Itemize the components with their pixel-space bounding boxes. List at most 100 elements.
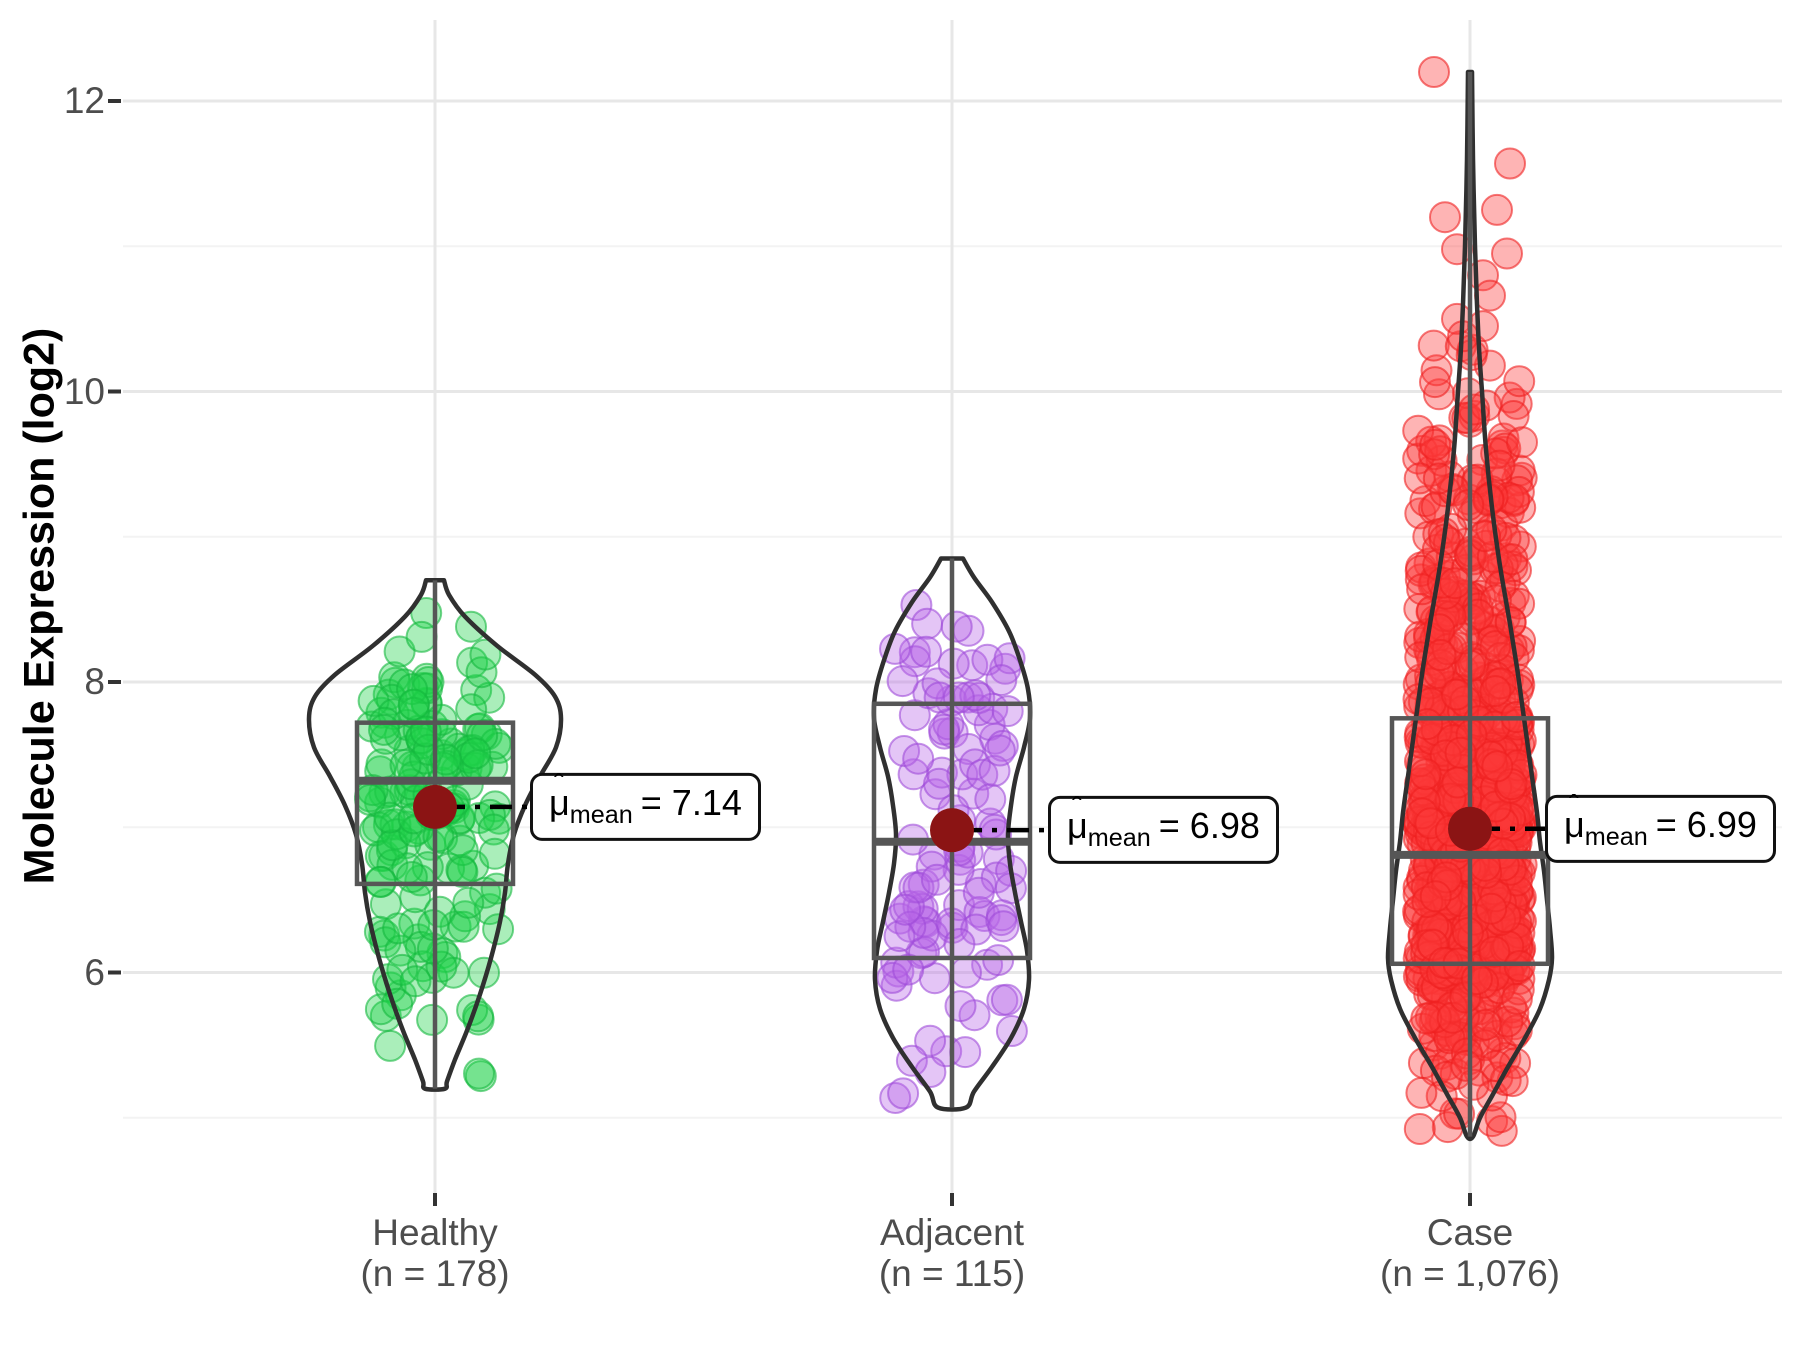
- jitter-point: [429, 743, 462, 776]
- jitter-point: [1418, 438, 1451, 471]
- box-adjacent: [871, 701, 1033, 961]
- box-healthy: [354, 720, 516, 887]
- jitter-point: [990, 983, 1023, 1016]
- jitter-point: [949, 1036, 982, 1069]
- jitter-point: [942, 681, 975, 714]
- jitter-point: [1420, 354, 1453, 387]
- mean-annotation-case: μ ˆ mean = 6.99: [1545, 790, 1776, 863]
- x-label-adjacent-count: (n = 115): [878, 1253, 1026, 1294]
- jitter-point: [477, 813, 510, 846]
- jitter-point: [1410, 1002, 1443, 1035]
- jitter-point: [464, 1060, 497, 1093]
- jitter-point: [1405, 1076, 1438, 1109]
- jitter-point: [1481, 193, 1513, 226]
- jitter-point: [395, 861, 428, 893]
- jitter-point: [1429, 201, 1461, 234]
- mean-dot-healthy: [413, 784, 457, 829]
- jitter-point: [1419, 880, 1452, 913]
- jitter-point: [886, 665, 919, 698]
- jitter-point: [1474, 279, 1506, 312]
- violin-outline-healthy: [306, 578, 564, 1092]
- jitter-point: [368, 713, 400, 746]
- jitter-point: [978, 754, 1011, 787]
- jitter-point: [1497, 400, 1530, 432]
- jitter-point: [914, 1024, 947, 1057]
- y-tick-label-6: 6: [84, 951, 105, 993]
- jitter-point: [1441, 766, 1474, 799]
- x-label-case: Case (n = 1,076): [1380, 1212, 1560, 1294]
- violin-outline-case: [1385, 69, 1555, 1142]
- jitter-point: [911, 607, 944, 640]
- x-label-healthy: Healthy (n = 178): [360, 1212, 509, 1294]
- jitter-point: [1491, 237, 1523, 270]
- jitter-point: [900, 589, 933, 621]
- x-label-case-count: (n = 1,076): [1380, 1253, 1560, 1294]
- jitter-point: [943, 928, 976, 960]
- jitter-point: [446, 834, 479, 867]
- jitter-point: [892, 953, 925, 986]
- violin-outline-adjacent: [871, 556, 1033, 1112]
- jitter-point: [383, 635, 416, 668]
- jitter-point: [902, 742, 935, 775]
- jitter-point: [1420, 714, 1453, 747]
- x-label-adjacent-name: Adjacent: [880, 1212, 1024, 1253]
- jitter-point: [974, 783, 1007, 816]
- jitter-point: [962, 876, 995, 909]
- y-tick-label-10: 10: [63, 370, 105, 412]
- jitter-point: [1481, 750, 1514, 783]
- jitter-point: [995, 1015, 1028, 1047]
- mean-dot-case: [1448, 806, 1492, 851]
- jitter-point: [1419, 366, 1451, 399]
- x-label-adjacent: Adjacent (n = 115): [879, 1212, 1025, 1294]
- jitter-point: [374, 1029, 407, 1062]
- jitter-point: [1422, 462, 1455, 495]
- y-tick-label-12: 12: [63, 80, 105, 121]
- jitter-point: [928, 713, 960, 746]
- jitter-point: [985, 664, 1018, 697]
- jitter-point: [1478, 935, 1511, 968]
- jitter-point: [449, 900, 482, 933]
- jitter-point: [1500, 982, 1533, 1015]
- jitter-point: [1441, 233, 1473, 266]
- jitter-point: [1506, 426, 1538, 459]
- jitter-point: [473, 681, 506, 714]
- jitter-point: [1409, 758, 1442, 791]
- jitter-point: [1460, 963, 1493, 996]
- x-label-healthy-count: (n = 178): [360, 1253, 510, 1294]
- jitter-points-adjacent: [876, 589, 1028, 1114]
- jitter-point: [382, 912, 415, 945]
- jitter-point: [1479, 675, 1512, 708]
- jitter-point: [1419, 428, 1452, 461]
- mean-annotation-adjacent: μ ˆ mean = 6.98: [1048, 791, 1279, 865]
- jitter-point: [1489, 432, 1522, 465]
- jitter-point: [1475, 892, 1508, 925]
- jitter-point: [920, 863, 953, 896]
- jitter-point: [1485, 1114, 1518, 1147]
- jitter-point: [1419, 1001, 1452, 1034]
- jitter-point: [950, 956, 982, 989]
- jitter-point: [1503, 365, 1536, 398]
- jitter-point: [389, 748, 422, 781]
- jitter-point: [1469, 1008, 1502, 1041]
- jitter-point: [883, 920, 916, 953]
- jitter-point: [923, 767, 955, 800]
- jitter-point: [452, 886, 485, 919]
- x-label-healthy-name: Healthy: [372, 1212, 498, 1253]
- jitter-point: [1494, 147, 1526, 180]
- jitter-point: [1449, 981, 1482, 1014]
- x-label-case-name: Case: [1426, 1212, 1514, 1253]
- jitter-point: [991, 695, 1024, 728]
- jitter-point: [966, 758, 999, 791]
- jitter-point: [1430, 861, 1463, 894]
- mean-annotation-healthy: μ ˆ mean = 7.14: [530, 768, 761, 841]
- mean-dot-adjacent: [930, 808, 974, 853]
- jitter-point: [455, 693, 488, 726]
- jitter-point: [1434, 782, 1467, 815]
- jitter-point: [1450, 1049, 1483, 1082]
- jitter-point: [1439, 567, 1471, 600]
- jitter-point: [399, 965, 432, 998]
